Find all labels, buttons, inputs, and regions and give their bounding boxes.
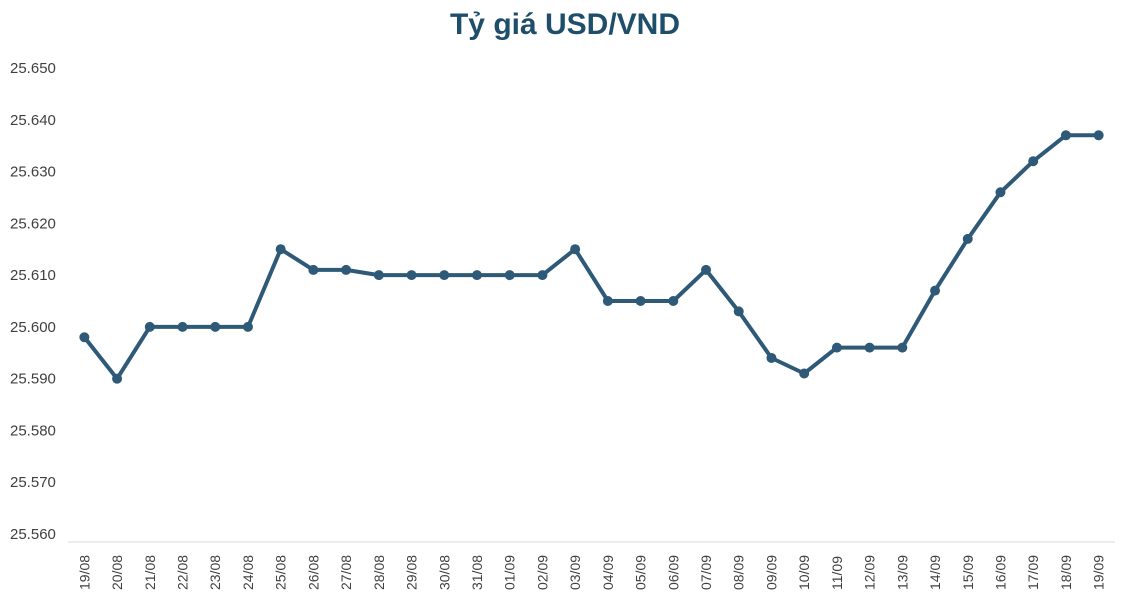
y-tick-label: 25.600 <box>10 319 56 336</box>
data-point <box>210 321 221 332</box>
data-point <box>79 332 90 343</box>
data-point <box>602 296 613 306</box>
x-tick-label: 13/09 <box>894 555 910 590</box>
x-tick-label: 16/09 <box>992 555 1008 590</box>
y-tick-label: 25.590 <box>10 371 56 388</box>
data-point <box>537 270 548 281</box>
data-point <box>1060 130 1071 141</box>
y-tick-label: 25.580 <box>10 422 56 439</box>
data-point <box>570 244 581 255</box>
data-point <box>144 321 155 332</box>
y-tick-label: 25.640 <box>10 112 56 129</box>
x-tick-label: 06/09 <box>665 555 681 590</box>
data-point <box>897 342 908 353</box>
data-point <box>668 296 679 306</box>
y-axis: 25.560 25.570 25.580 25.590 25.600 25.610 25.6… <box>10 60 56 543</box>
data-point <box>177 321 188 332</box>
x-tick-label: 03/09 <box>567 555 583 590</box>
x-tick-label: 19/09 <box>1091 555 1107 590</box>
x-tick-label: 02/09 <box>534 555 550 590</box>
x-tick-label: 11/09 <box>829 556 845 590</box>
data-point <box>439 270 450 281</box>
x-tick-label: 14/09 <box>927 555 943 590</box>
x-tick-label: 24/08 <box>240 555 256 590</box>
x-tick-label: 04/09 <box>600 555 616 590</box>
x-tick-label: 19/08 <box>76 555 92 590</box>
data-point <box>930 285 941 296</box>
x-tick-label: 31/08 <box>469 555 485 590</box>
y-tick-label: 25.620 <box>10 215 56 232</box>
x-tick-label: 15/09 <box>960 555 976 590</box>
data-point <box>242 321 253 332</box>
x-tick-label: 17/09 <box>1025 555 1041 590</box>
series-line <box>82 133 1099 381</box>
x-tick-label: 20/08 <box>109 555 125 590</box>
data-point <box>766 352 777 363</box>
x-tick-label: 05/09 <box>633 555 649 590</box>
x-tick-label: 22/08 <box>175 555 191 590</box>
data-point <box>341 264 352 275</box>
y-tick-label: 25.630 <box>10 164 56 181</box>
x-tick-label: 09/09 <box>763 555 779 590</box>
y-tick-label: 25.650 <box>10 60 56 77</box>
x-tick-label: 08/09 <box>731 555 747 590</box>
x-tick-label: 12/09 <box>862 555 878 590</box>
chart-title: Tỷ giá USD/VND <box>449 8 681 41</box>
data-point <box>1093 130 1104 141</box>
x-tick-label: 10/09 <box>796 555 812 590</box>
x-tick-label: 23/08 <box>207 555 223 590</box>
data-point <box>504 270 515 281</box>
data-point <box>962 233 973 244</box>
data-point <box>995 187 1006 198</box>
x-tick-label: 29/08 <box>404 555 420 590</box>
y-tick-label: 25.560 <box>10 526 56 543</box>
x-tick-label: 26/08 <box>305 555 321 590</box>
data-point <box>471 270 482 281</box>
x-tick-label: 01/09 <box>502 555 518 590</box>
data-point <box>864 342 875 353</box>
data-point <box>831 342 842 353</box>
x-tick-label: 30/08 <box>436 555 452 590</box>
data-point <box>799 368 810 379</box>
data-point <box>733 306 744 317</box>
x-tick-label: 07/09 <box>698 555 714 590</box>
series-layer <box>79 130 1104 384</box>
data-point <box>275 244 286 255</box>
x-tick-label: 25/08 <box>273 555 289 590</box>
y-tick-label: 25.570 <box>10 474 56 491</box>
data-point <box>112 373 123 384</box>
y-tick-label: 25.610 <box>10 267 56 284</box>
data-point <box>635 296 646 306</box>
x-tick-label: 18/09 <box>1058 555 1074 590</box>
data-point <box>1028 156 1039 167</box>
x-tick-label: 21/08 <box>142 555 158 590</box>
x-tick-label: 28/08 <box>371 555 387 590</box>
data-point <box>373 270 384 281</box>
x-tick-label: 27/08 <box>338 555 354 590</box>
x-axis: 19/08 20/08 21/08 22/08 23/08 24/08 25/08 26/08… <box>68 541 1115 590</box>
data-point <box>406 270 417 281</box>
data-point <box>308 264 319 275</box>
data-point <box>701 264 712 275</box>
